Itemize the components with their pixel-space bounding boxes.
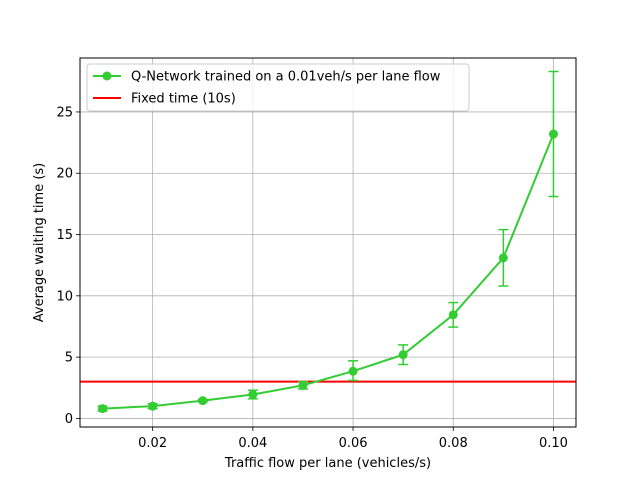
y-tick-label: 5	[65, 351, 73, 366]
legend-marker-qnetwork	[102, 71, 112, 81]
qnetwork-point	[148, 401, 158, 411]
qnetwork-point	[298, 380, 308, 390]
qnetwork-point	[448, 310, 458, 320]
y-tick-label: 10	[56, 289, 73, 304]
qnetwork-point	[498, 253, 508, 263]
qnetwork-point	[198, 396, 208, 406]
qnetwork-line	[102, 133, 555, 410]
ticks: 0.02 0.04 0.06 0.08 0.10 0 5 10 15 20 25	[56, 105, 567, 451]
y-tick-label: 20	[56, 167, 73, 182]
x-tick-label: 0.08	[439, 436, 468, 451]
qnetwork-point	[548, 129, 558, 139]
qnetwork-point	[398, 350, 408, 360]
x-axis-label: Traffic flow per lane (vehicles/s)	[224, 456, 431, 471]
grid	[80, 58, 576, 427]
legend-label-qnetwork: Q-Network trained on a 0.01veh/s per lan…	[131, 70, 441, 85]
qnetwork-point	[248, 390, 258, 400]
plot-area-frame	[79, 57, 577, 428]
y-axis-label: Average waiting time (s)	[32, 163, 47, 322]
qnetwork-point	[348, 366, 358, 376]
y-tick-label: 0	[65, 412, 73, 427]
x-tick-label: 0.06	[339, 436, 368, 451]
legend-label-fixed-time: Fixed time (10s)	[131, 92, 236, 107]
legend: Q-Network trained on a 0.01veh/s per lan…	[86, 63, 470, 112]
y-tick-label: 15	[56, 228, 73, 243]
x-tick-label: 0.10	[539, 436, 568, 451]
x-tick-label: 0.04	[238, 436, 267, 451]
series-layer	[80, 70, 576, 414]
qnetwork-point	[98, 404, 108, 414]
legend-frame	[86, 63, 470, 112]
y-tick-label: 25	[56, 105, 73, 120]
x-tick-label: 0.02	[138, 436, 167, 451]
